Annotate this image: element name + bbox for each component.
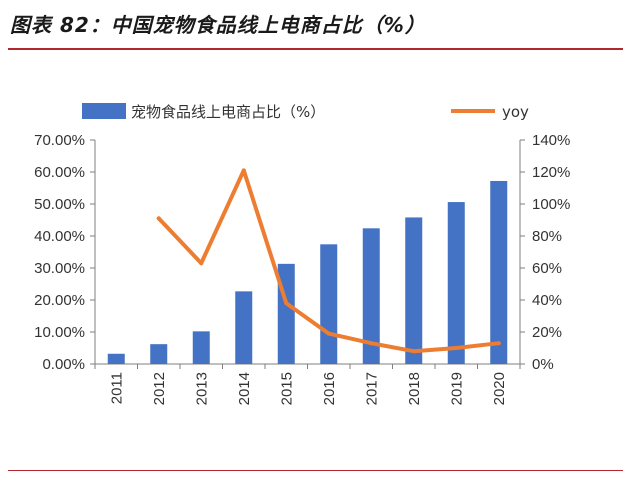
yoy-point-2020: [496, 341, 501, 346]
bar-2011: [107, 353, 125, 364]
y-left-tick-label: 40.00%: [34, 228, 85, 245]
y-left-tick-label: 20.00%: [34, 292, 85, 309]
y-left-tick-label: 50.00%: [34, 196, 85, 213]
yoy-point-2013: [199, 261, 204, 266]
x-tick-label: 2017: [363, 372, 380, 405]
bar-2012: [150, 344, 168, 364]
yoy-point-2012: [156, 216, 161, 221]
yoy-point-2019: [454, 346, 459, 350]
y-right-tick-label: 100%: [532, 196, 570, 213]
legend-bar-swatch: [82, 103, 126, 119]
bar-2016: [320, 244, 338, 364]
yoy-point-2016: [326, 331, 331, 336]
y-left-tick-label: 70.00%: [34, 132, 85, 149]
legend: 宠物食品线上电商占比（%） yoy: [82, 103, 529, 121]
bar-2019: [447, 202, 465, 364]
bars: [107, 180, 508, 364]
legend-bar-label: 宠物食品线上电商占比（%）: [131, 103, 325, 121]
x-tick-label: 2019: [448, 372, 465, 405]
x-tick-label: 2011: [108, 372, 125, 404]
top-rule: [8, 48, 623, 50]
line-series: [156, 168, 501, 354]
x-tick-label: 2020: [491, 372, 508, 405]
yoy-point-2017: [369, 341, 374, 346]
bar-2018: [405, 217, 423, 364]
y-right-tick-label: 80%: [532, 228, 562, 245]
y-right-tick-label: 20%: [532, 324, 562, 341]
y-left-tick-label: 0.00%: [42, 356, 85, 373]
x-tick-label: 2014: [236, 372, 253, 405]
bar-2014: [235, 291, 253, 364]
y-right-tick-label: 120%: [532, 164, 570, 181]
bar-2017: [362, 228, 380, 364]
y-right-tick-label: 140%: [532, 132, 570, 149]
y-right-tick-label: 60%: [532, 260, 562, 277]
figure-title: 图表 82：中国宠物食品线上电商占比（%）: [10, 13, 426, 37]
x-tick-label: 2015: [278, 372, 295, 405]
x-tick-label: 2013: [193, 372, 210, 405]
x-tick-label: 2012: [151, 372, 168, 405]
y-left-tick-label: 30.00%: [34, 260, 85, 277]
y-left-tick-label: 60.00%: [34, 164, 85, 181]
x-tick-label: 2018: [406, 372, 423, 405]
yoy-point-2014: [241, 168, 246, 173]
y-right-tick-label: 0%: [532, 356, 554, 373]
yoy-point-2018: [411, 349, 416, 354]
x-tick-label: 2016: [321, 372, 338, 405]
y-left-tick-label: 10.00%: [34, 324, 85, 341]
legend-line-label: yoy: [502, 103, 529, 121]
yoy-point-2015: [284, 301, 289, 306]
bar-2013: [192, 331, 210, 364]
tick-labels: 0.00% 10.00% 20.00% 30.00% 40.00% 50.00% 60.00…: [34, 132, 570, 405]
y-right-tick-label: 40%: [532, 292, 562, 309]
bottom-rule: [8, 470, 623, 471]
bar-2020: [490, 180, 508, 364]
